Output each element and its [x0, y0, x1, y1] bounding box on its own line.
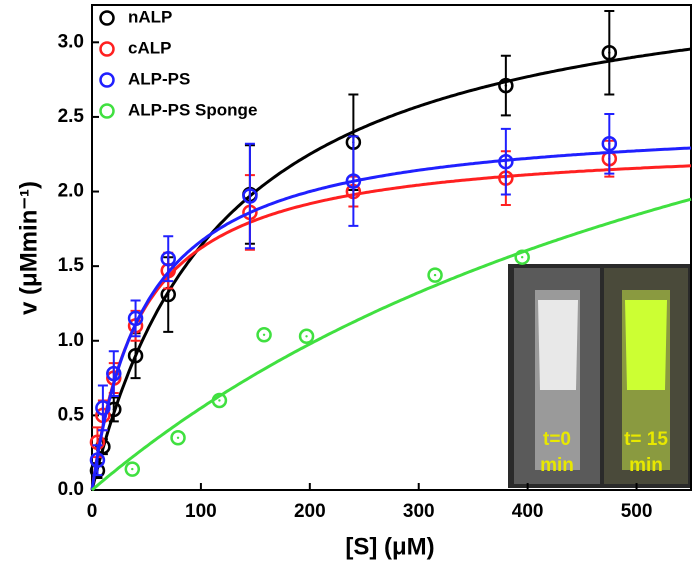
marker-dot — [248, 194, 252, 198]
fit-curve — [90, 164, 692, 491]
marker-dot — [262, 333, 266, 336]
marker-dot — [131, 467, 134, 471]
marker — [160, 250, 176, 267]
x-tick-label: 500 — [621, 501, 653, 522]
legend-label: ALP-PS Sponge — [128, 100, 257, 119]
marker-dot — [134, 317, 137, 320]
x-tick-label: 400 — [512, 501, 544, 522]
y-tick-label: 1.5 — [58, 255, 85, 276]
marker — [170, 430, 186, 446]
marker-dot — [101, 406, 105, 410]
marker-dot — [134, 354, 137, 357]
cuvette-left-gel — [538, 300, 578, 390]
marker — [256, 327, 272, 343]
marker — [106, 365, 122, 382]
marker-dot — [504, 84, 508, 87]
marker-dot — [112, 372, 115, 375]
marker — [298, 328, 315, 345]
marker — [99, 72, 115, 88]
marker — [127, 347, 144, 364]
inset-label: t= 15 — [624, 429, 668, 450]
cuvette-right-gel — [625, 300, 667, 390]
marker-dot — [352, 179, 355, 183]
marker — [99, 10, 115, 26]
y-tick-label: 2.0 — [58, 181, 84, 202]
marker — [99, 41, 115, 57]
x-tick-label: 200 — [294, 501, 326, 522]
marker-dot — [608, 51, 611, 54]
marker-dot — [167, 257, 170, 260]
y-tick-label: 2.5 — [58, 106, 85, 127]
marker-dot — [520, 256, 524, 259]
y-tick-label: 3.0 — [58, 31, 84, 52]
x-tick-label: 100 — [185, 501, 217, 522]
marker-dot — [218, 399, 221, 402]
fit-curve — [90, 146, 692, 491]
x-tick-label: 0 — [87, 501, 98, 522]
marker-dot — [96, 458, 99, 462]
inset-label: t=0 — [543, 429, 571, 450]
y-tick-label: 0.5 — [58, 404, 85, 425]
marker — [514, 249, 530, 265]
y-axis-label: v (μMmin⁻¹) — [15, 181, 42, 315]
marker-dot — [167, 293, 170, 296]
y-tick-label: 1.0 — [58, 330, 84, 351]
marker — [498, 153, 514, 170]
marker-dot — [176, 436, 180, 439]
marker-dot — [96, 441, 99, 444]
marker-dot — [433, 273, 437, 277]
inset-label: min — [629, 455, 663, 476]
marker — [211, 392, 228, 409]
series — [91, 197, 692, 492]
marker — [242, 188, 258, 204]
plot-frame — [91, 4, 692, 491]
inset: t=0 min t= 15 min — [508, 264, 691, 488]
legend-label: ALP-PS — [128, 69, 190, 88]
marker — [95, 400, 111, 416]
fit-curve — [90, 47, 692, 491]
marker — [89, 452, 106, 468]
marker-dot — [504, 160, 508, 163]
legend-label: cALP — [128, 38, 171, 57]
marker — [99, 103, 115, 119]
marker — [601, 45, 618, 61]
marker — [345, 173, 362, 189]
inset-label: min — [540, 455, 574, 476]
marker — [124, 461, 141, 477]
marker-dot — [112, 408, 115, 411]
marker-dot — [608, 142, 611, 145]
x-axis-label: [S] (μM) — [345, 533, 434, 560]
x-tick-label: 300 — [403, 501, 435, 522]
marker — [427, 267, 443, 283]
legend-label: nALP — [128, 7, 172, 26]
series — [89, 112, 692, 491]
marker — [498, 77, 514, 94]
marker — [127, 310, 144, 327]
marker — [601, 136, 618, 152]
fit-curve — [91, 197, 692, 492]
marker-dot — [305, 335, 308, 338]
y-tick-label: 0.0 — [58, 479, 84, 500]
